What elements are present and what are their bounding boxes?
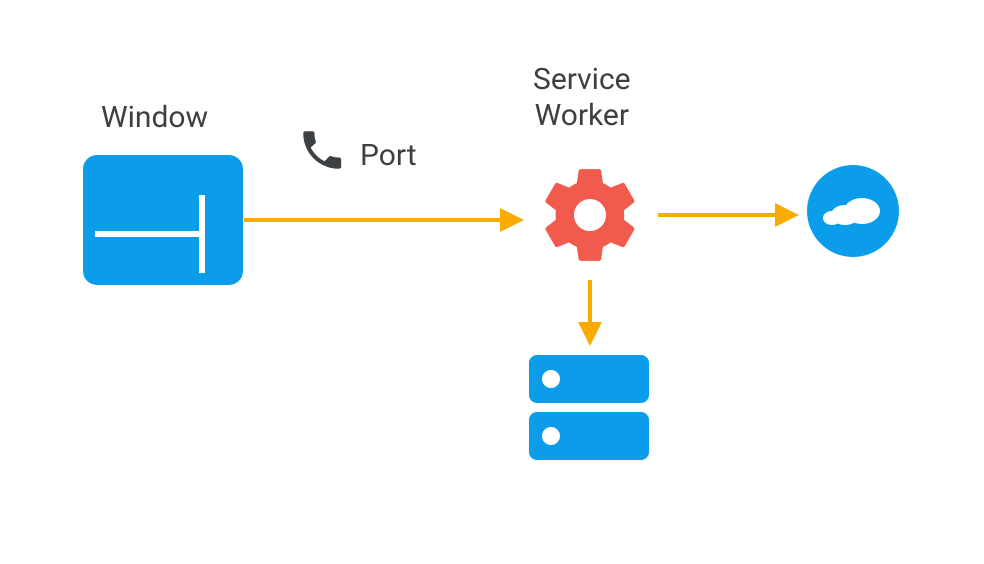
cloud-icon [807,165,899,257]
phone-icon [297,125,347,175]
service-worker-label-line1: Service [533,62,631,98]
service-worker-label-line2: Worker [533,98,631,134]
storage-icon [529,355,649,460]
gear-icon [535,160,645,270]
service-worker-node [535,160,645,270]
port-icon-wrap [297,125,347,175]
service-worker-label: Service Worker [533,62,631,134]
port-label: Port [360,138,417,174]
storage-node [529,355,649,460]
window-icon [83,155,243,285]
diagram-stage: Window Port Service Worker [0,0,984,564]
window-label: Window [101,100,208,136]
cloud-node [807,165,899,257]
window-node [83,155,243,285]
